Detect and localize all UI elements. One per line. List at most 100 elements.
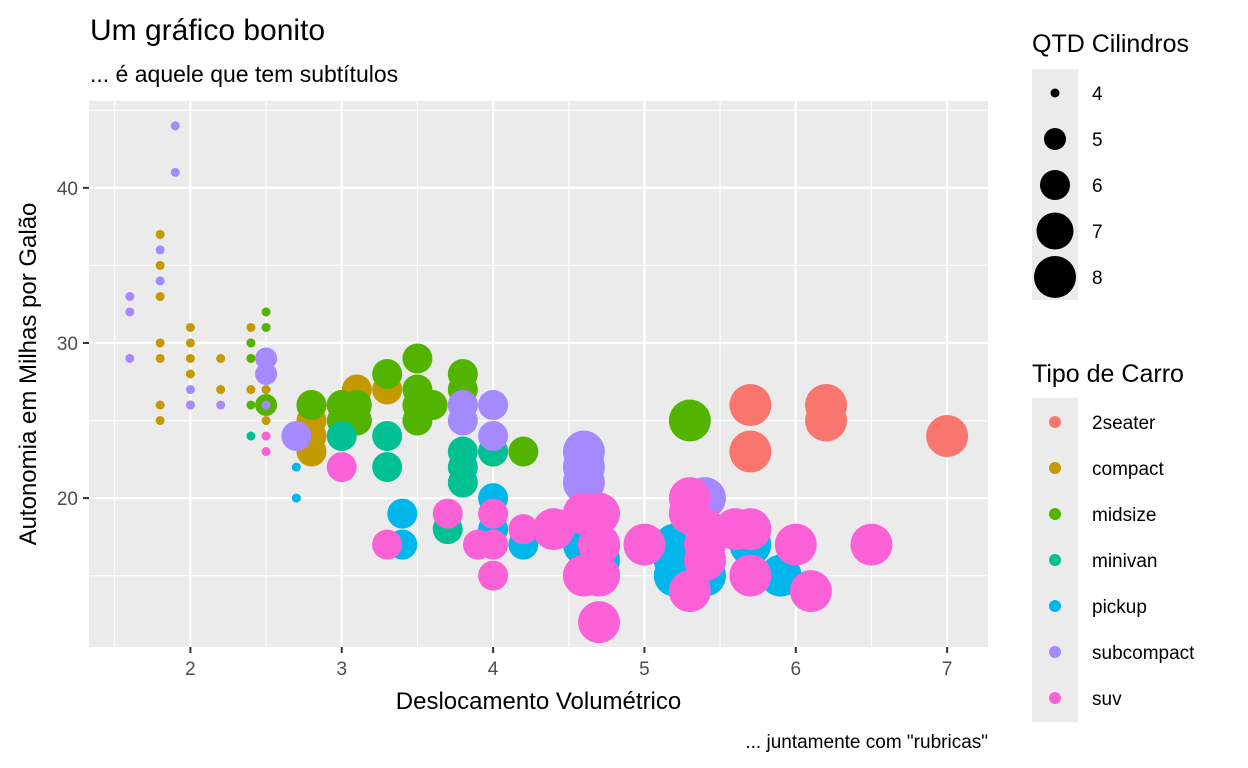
data-point-compact [155,229,165,239]
data-point-midsize [246,353,256,363]
data-point-suv [578,492,621,535]
data-point-pickup [291,493,301,503]
size-legend-label: 6 [1092,176,1103,197]
data-point-subcompact [478,421,509,452]
data-point-suv [578,554,621,597]
data-point-subcompact [216,400,226,410]
data-point-compact [246,385,256,395]
axes: 2 3 4 5 6 7 20 30 40 [57,179,953,680]
x-tick-label: 2 [185,659,196,680]
x-axis-title: Deslocamento Volumétrico [396,688,681,715]
data-point-midsize [417,390,448,421]
chart-title: Um gráfico bonito [90,14,325,47]
y-tick-label: 20 [57,489,78,510]
data-point-suv [508,514,539,545]
data-point-midsize [246,400,256,410]
data-point-suv [729,508,772,551]
data-point-compact [216,385,226,395]
data-point-subcompact [478,390,509,421]
data-point-suv [789,570,832,613]
data-point-suv [261,447,271,457]
y-tick-label: 30 [57,334,78,355]
data-points [125,121,969,644]
data-point-compact [185,338,195,348]
x-tick-label: 3 [336,659,347,680]
data-point-subcompact [125,307,135,317]
data-point-subcompact [185,400,195,410]
data-point-subcompact [170,121,180,131]
data-point-subcompact [185,385,195,395]
data-point-midsize [402,343,433,374]
data-point-compact [261,416,271,426]
data-point-suv [578,523,621,566]
x-tick-label: 4 [488,659,499,680]
color-legend-key [1049,416,1061,428]
x-tick-label: 5 [639,659,650,680]
data-point-minivan [372,452,403,483]
data-point-midsize [261,307,271,317]
data-point-minivan [447,467,478,498]
color-legend-label: midsize [1092,505,1156,526]
data-point-suv [683,539,726,582]
data-point-compact [261,385,271,395]
data-point-compact [155,260,165,270]
data-point-suv [774,523,817,566]
data-point-minivan [246,431,256,441]
color-legend-label: compact [1092,459,1165,480]
data-point-compact [155,353,165,363]
data-point-midsize [296,390,327,421]
data-point-subcompact [125,291,135,301]
size-legend: 4 5 6 7 8 [1034,84,1103,298]
size-legend-label: 7 [1092,222,1103,243]
data-point-subcompact [281,421,312,452]
data-point-compact [185,369,195,379]
data-point-2seater [729,430,772,473]
size-legend-label: 5 [1092,130,1103,151]
data-point-pickup [291,462,301,472]
data-point-suv [478,498,509,529]
data-point-compact [155,291,165,301]
data-point-compact [246,322,256,332]
color-legend: 2seater compact midsize minivan pickup subcom… [1049,413,1195,710]
size-legend-label: 4 [1092,84,1103,105]
data-point-compact [155,416,165,426]
color-legend-label: minivan [1092,551,1157,572]
data-point-suv [326,452,357,483]
data-point-subcompact [562,461,605,504]
y-axis-title: Autonomia em Milhas por Galão [15,203,42,546]
color-legend-key [1049,646,1061,658]
color-legend-key [1049,462,1061,474]
data-point-suv [261,431,271,441]
y-tick-label: 40 [57,179,78,200]
data-point-suv [578,601,621,644]
data-point-subcompact [255,363,278,385]
chart-subtitle: ... é aquele que tem subtítulos [90,61,398,87]
data-point-minivan [372,421,403,452]
data-point-minivan [326,421,357,452]
color-legend-key [1049,508,1061,520]
x-tick-label: 6 [791,659,802,680]
data-point-subcompact [261,400,271,410]
size-legend-key [1036,212,1074,250]
color-legend-label: 2seater [1092,413,1156,434]
data-point-compact [155,400,165,410]
data-point-subcompact [125,353,135,363]
size-legend-key [1034,256,1076,298]
data-point-suv [668,570,711,613]
data-point-suv [478,560,509,591]
color-legend-key [1049,600,1061,612]
data-point-2seater [805,399,848,442]
data-point-suv [850,523,893,566]
data-point-midsize [261,322,271,332]
color-legend-key [1049,692,1061,704]
data-point-subcompact [155,276,165,286]
data-point-subcompact [447,405,478,436]
data-point-midsize [508,436,539,467]
color-legend-label: suv [1092,689,1122,710]
data-point-midsize [372,359,403,389]
x-tick-label: 7 [942,659,953,680]
size-legend-key [1044,128,1066,150]
color-legend-label: pickup [1092,597,1147,618]
data-point-suv [729,554,772,597]
